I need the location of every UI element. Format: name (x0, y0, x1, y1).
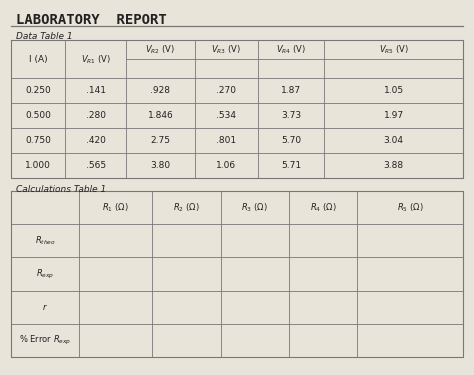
Text: 0.250: 0.250 (25, 86, 51, 95)
Text: 3.04: 3.04 (383, 136, 404, 145)
Text: $R_{theo}$: $R_{theo}$ (35, 235, 55, 247)
Text: .801: .801 (216, 136, 237, 145)
Text: $r$: $r$ (42, 302, 48, 312)
Text: $R_4\ (\Omega)$: $R_4\ (\Omega)$ (310, 201, 337, 214)
Text: 1.06: 1.06 (216, 161, 237, 170)
Text: 0.500: 0.500 (25, 111, 51, 120)
Text: $V_{R3}$ (V): $V_{R3}$ (V) (211, 44, 241, 56)
Text: $R_2\ (\Omega)$: $R_2\ (\Omega)$ (173, 201, 200, 214)
Text: $V_{R4}$ (V): $V_{R4}$ (V) (276, 44, 306, 56)
Text: 3.80: 3.80 (150, 161, 171, 170)
Text: $R_5\ (\Omega)$: $R_5\ (\Omega)$ (397, 201, 424, 214)
Text: .420: .420 (86, 136, 106, 145)
Text: LABORATORY  REPORT: LABORATORY REPORT (16, 13, 166, 27)
Text: .565: .565 (86, 161, 106, 170)
Text: .141: .141 (86, 86, 106, 95)
Text: 1.05: 1.05 (383, 86, 404, 95)
Text: $V_{R5}$ (V): $V_{R5}$ (V) (379, 44, 409, 56)
Text: 5.70: 5.70 (281, 136, 301, 145)
Text: 3.73: 3.73 (281, 111, 301, 120)
Text: Calculations Table 1: Calculations Table 1 (16, 184, 106, 194)
Text: 1.000: 1.000 (25, 161, 51, 170)
Text: 3.88: 3.88 (383, 161, 404, 170)
Text: 1.97: 1.97 (383, 111, 404, 120)
Text: 0.750: 0.750 (25, 136, 51, 145)
Text: $V_{R2}$ (V): $V_{R2}$ (V) (146, 44, 175, 56)
Text: 1.87: 1.87 (281, 86, 301, 95)
Text: % Error $R_{exp}$: % Error $R_{exp}$ (19, 334, 71, 347)
Text: Data Table 1: Data Table 1 (16, 32, 72, 41)
Text: $V_{R1}$ (V): $V_{R1}$ (V) (81, 53, 110, 66)
Text: $R_{exp}$: $R_{exp}$ (36, 267, 54, 280)
Text: 1.846: 1.846 (147, 111, 173, 120)
Text: 2.75: 2.75 (150, 136, 171, 145)
Text: $R_3\ (\Omega)$: $R_3\ (\Omega)$ (241, 201, 268, 214)
Text: .928: .928 (150, 86, 171, 95)
Text: $R_1\ (\Omega)$: $R_1\ (\Omega)$ (102, 201, 129, 214)
Text: .270: .270 (217, 86, 237, 95)
Text: .534: .534 (217, 111, 237, 120)
Text: .280: .280 (86, 111, 106, 120)
Text: 5.71: 5.71 (281, 161, 301, 170)
Text: I (A): I (A) (28, 55, 47, 64)
